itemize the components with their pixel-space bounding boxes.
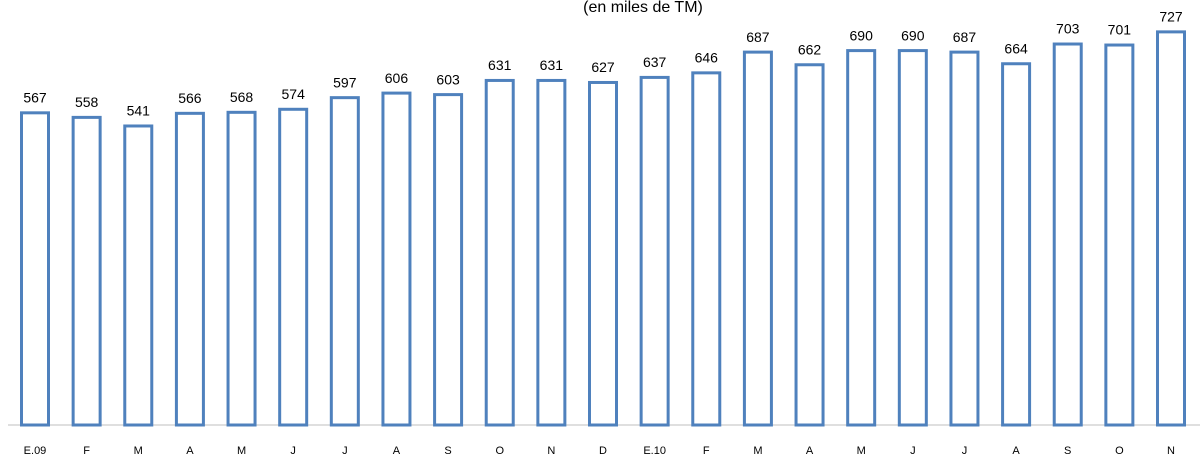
value-label: 646 — [695, 50, 719, 66]
bar — [1104, 43, 1135, 427]
x-tick-label: N — [547, 445, 555, 457]
bar — [123, 124, 154, 427]
bar — [897, 49, 928, 427]
bar — [484, 78, 515, 427]
x-tick-label: E.10 — [643, 445, 666, 457]
bar — [433, 93, 464, 427]
value-label: 597 — [333, 74, 357, 90]
bar — [1156, 30, 1186, 427]
x-tick-label: M — [237, 445, 246, 457]
x-tick-label: F — [703, 445, 710, 457]
value-label: 567 — [23, 90, 47, 106]
x-tick-label: M — [753, 445, 762, 457]
value-label: 637 — [643, 54, 667, 70]
bar — [71, 115, 102, 427]
value-label: 627 — [591, 59, 615, 75]
x-tick-label: E.09 — [24, 445, 47, 457]
value-label: 687 — [953, 29, 977, 45]
bar — [846, 49, 877, 427]
value-label: 690 — [850, 27, 874, 43]
value-label: 631 — [488, 57, 512, 73]
bar — [1001, 62, 1032, 427]
chart-subtitle: (en miles de TM) — [583, 0, 703, 16]
x-tick-label: J — [910, 445, 916, 457]
bar — [794, 63, 825, 427]
bar — [278, 107, 309, 427]
value-label: 574 — [282, 86, 306, 102]
x-tick-label: A — [186, 445, 194, 457]
x-tick-label: A — [806, 445, 814, 457]
x-tick-label: A — [1012, 445, 1020, 457]
bar — [639, 75, 670, 427]
value-label: 701 — [1108, 22, 1132, 38]
x-tick-label: J — [290, 445, 296, 457]
value-label: 566 — [178, 90, 202, 106]
x-tick-label: M — [134, 445, 143, 457]
x-tick-label: M — [857, 445, 866, 457]
x-tick-label: S — [444, 445, 451, 457]
value-label: 603 — [436, 71, 460, 87]
value-label: 631 — [540, 57, 564, 73]
x-tick-label: J — [962, 445, 968, 457]
value-label: 568 — [230, 89, 254, 105]
value-label: 662 — [798, 41, 822, 57]
x-tick-label: N — [1167, 445, 1175, 457]
x-tick-label: O — [495, 445, 504, 457]
x-tick-label: D — [599, 445, 607, 457]
x-tick-label: A — [393, 445, 401, 457]
bar — [381, 91, 412, 427]
value-label: 727 — [1159, 9, 1183, 25]
bar — [20, 111, 50, 427]
value-label: 606 — [385, 70, 409, 86]
x-tick-label: O — [1115, 445, 1124, 457]
bar — [536, 78, 567, 427]
bar — [329, 96, 360, 427]
value-label: 690 — [901, 27, 925, 43]
bar — [742, 50, 773, 427]
value-label: 558 — [75, 94, 99, 110]
value-label: 541 — [127, 103, 151, 119]
bar — [174, 111, 205, 427]
bar — [588, 80, 618, 427]
x-tick-label: F — [83, 445, 90, 457]
value-label: 687 — [746, 29, 770, 45]
bar — [1052, 42, 1083, 427]
value-label: 703 — [1056, 21, 1080, 37]
bar — [949, 50, 980, 427]
value-label: 664 — [1004, 40, 1028, 56]
x-tick-label: J — [342, 445, 348, 457]
bar — [691, 71, 722, 427]
x-tick-label: S — [1064, 445, 1071, 457]
bar — [226, 110, 257, 427]
